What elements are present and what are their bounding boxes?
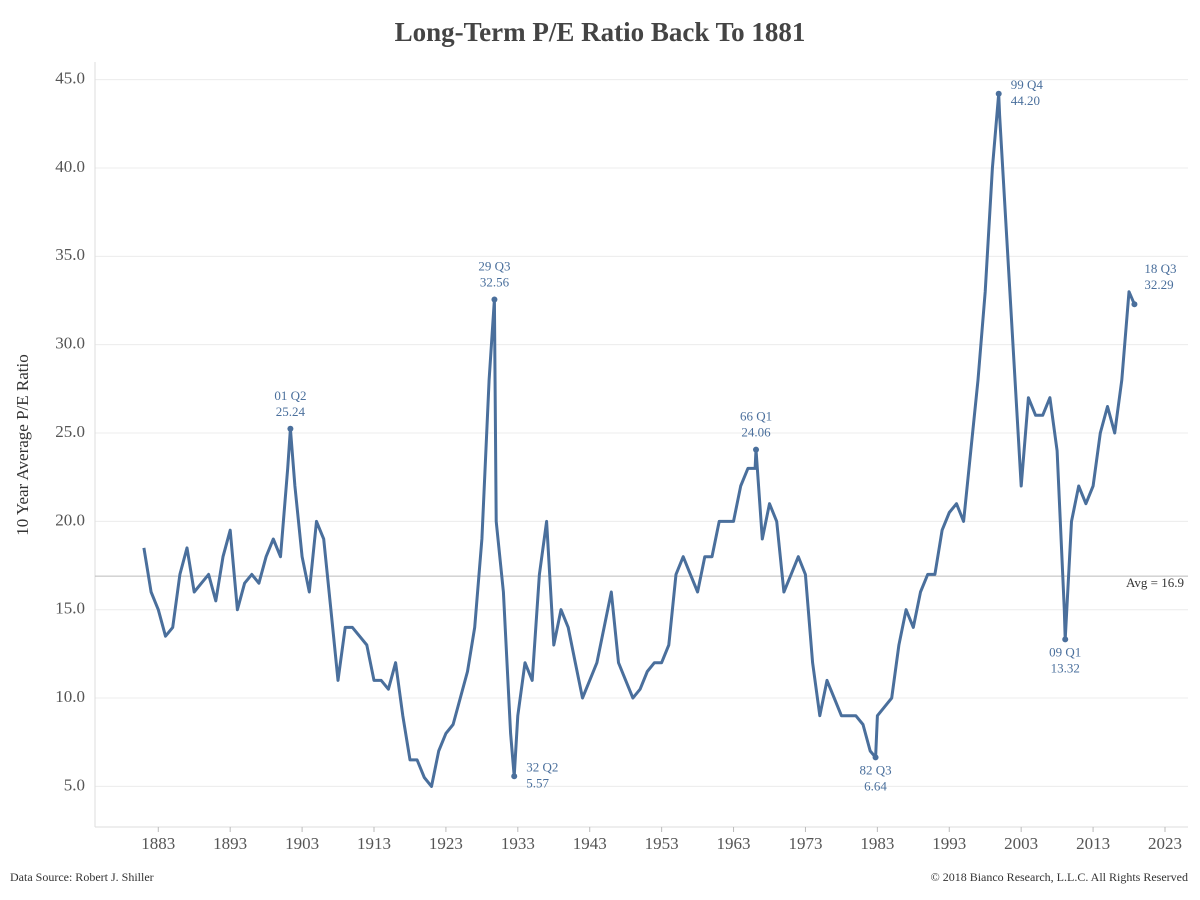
annotation-label: 18 Q3 [1144,261,1176,276]
annotation-label: 09 Q1 [1049,644,1081,659]
annotation-label: 32 Q2 [526,759,558,774]
x-tick-label: 1973 [788,834,822,853]
chart-title: Long-Term P/E Ratio Back To 1881 [395,17,806,47]
annotation-value: 25.24 [276,404,306,419]
average-label: Avg = 16.9 [1126,575,1184,590]
annotation-point [287,425,294,432]
annotation-point [872,754,879,761]
x-tick-label: 1903 [285,834,319,853]
x-tick-label: 1943 [573,834,607,853]
copyright-note: © 2018 Bianco Research, L.L.C. All Right… [931,870,1188,884]
y-tick-label: 15.0 [55,599,85,618]
series-line [142,92,1136,788]
y-tick-label: 30.0 [55,334,85,353]
y-tick-label: 5.0 [64,775,85,794]
y-tick-label: 20.0 [55,510,85,529]
annotation-point [753,446,760,453]
annotation-value: 13.32 [1051,660,1080,675]
x-tick-label: 1883 [141,834,175,853]
x-tick-label: 1923 [429,834,463,853]
y-tick-label: 35.0 [55,245,85,264]
annotation-value: 32.29 [1144,277,1173,292]
annotation-point [511,773,518,780]
annotation-label: 82 Q3 [859,762,891,777]
x-tick-label: 1983 [860,834,894,853]
y-axis-title: 10 Year Average P/E Ratio [13,354,32,535]
annotation-label: 29 Q3 [478,258,510,273]
x-tick-label: 1963 [717,834,751,853]
x-tick-label: 2003 [1004,834,1038,853]
x-tick-label: 1953 [645,834,679,853]
source-note: Data Source: Robert J. Shiller [10,870,154,884]
annotation-value: 5.57 [526,775,549,790]
annotation-label: 99 Q4 [1011,77,1044,92]
x-tick-label: 2023 [1148,834,1182,853]
annotation-value: 24.06 [741,425,771,440]
y-tick-label: 10.0 [55,687,85,706]
y-tick-label: 40.0 [55,157,85,176]
annotation-point [1131,301,1138,308]
y-tick-label: 25.0 [55,422,85,441]
y-tick-label: 45.0 [55,69,85,88]
annotation-value: 44.20 [1011,93,1040,108]
x-tick-label: 1933 [501,834,535,853]
annotation-label: 01 Q2 [274,388,306,403]
x-tick-label: 2013 [1076,834,1110,853]
x-tick-label: 1913 [357,834,391,853]
annotation-label: 66 Q1 [740,409,772,424]
annotation-value: 32.56 [480,274,510,289]
x-tick-label: 1893 [213,834,247,853]
annotation-point [1062,636,1069,643]
annotation-value: 6.64 [864,778,887,793]
annotation-point [491,296,498,303]
annotation-point [995,90,1002,97]
x-tick-label: 1993 [932,834,966,853]
